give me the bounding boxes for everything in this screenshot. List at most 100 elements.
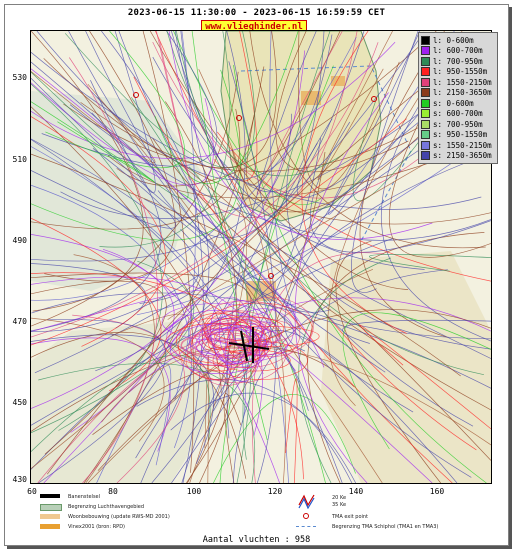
flight-track [31,106,222,394]
flight-track [247,31,421,280]
legend-label: s: 0-600m [433,98,474,108]
y-tick: 490 [12,236,27,245]
flight-track [31,50,306,409]
approach-loop [185,340,256,381]
flight-track [174,31,425,270]
flight-track [249,31,486,249]
flight-track [31,238,393,426]
altitude-legend: l: 0-600m l: 600-700m l: 700-950m l: 950-15… [418,32,498,164]
flight-track [96,363,172,483]
legend-swatch [421,56,430,66]
approach-loop [232,308,294,356]
airport-area-label: Begrenzing Luchthavengebied [68,504,145,510]
flight-track [44,31,176,282]
flight-track [156,31,190,181]
y-tick: 450 [12,398,27,407]
flight-track [249,262,289,483]
approach-loop [224,325,261,382]
legend-swatch [421,67,430,77]
legend-label: l: 950-1550m [433,67,488,77]
housing-label: Woonbebouwing (update RWS-MD 2001) [68,514,170,520]
legend-item: s: 1550-2150m [421,140,495,151]
flight-track [31,138,199,304]
y-tick: 470 [12,317,27,326]
flight-track [31,184,192,449]
flight-track [317,31,393,180]
approach-loop [180,332,263,359]
legend-label: s: 1550-2150m [433,140,492,150]
flight-track [198,69,286,483]
flight-track [31,41,396,159]
approach-loop [198,318,266,359]
flight-track-map[interactable] [30,30,492,484]
flight-track [31,217,162,392]
x-tick: 100 [186,487,202,496]
legend-label: l: 2150-3650m [433,88,492,98]
flight-track [31,290,202,333]
flight-track [31,101,155,183]
flight-track [136,135,491,316]
flight-track [310,121,491,253]
legend-label: l: 0-600m [433,35,474,45]
flight-track [285,378,298,483]
flight-track [31,31,425,332]
vinex-swatch [40,524,60,529]
flight-track [118,31,472,478]
flight-track [182,189,204,483]
x-tick: 60 [27,487,37,496]
flight-track [38,319,167,483]
flight-track [170,392,357,483]
flight-track [155,31,477,451]
flight-track [116,31,437,187]
flight-track [31,313,190,469]
y-tick: 510 [12,155,27,164]
flight-track [184,31,358,218]
legend-item: s: 950-1550m [421,130,495,141]
legend-item: l: 700-950m [421,56,495,67]
flight-track [31,148,177,229]
flight-track [31,139,228,412]
flight-track [359,324,491,430]
flight-track [80,31,277,169]
approach-loop [164,322,272,366]
flight-track [31,71,189,200]
legend-label: s: 2150-3650m [433,151,492,161]
legend-item: l: 950-1550m [421,67,495,78]
flight-track [36,31,333,181]
time-range-title: 2023-06-15 11:30:00 - 2023-06-15 16:59:5… [127,8,386,18]
legend-item: s: 0-600m [421,98,495,109]
y-tick: 430 [12,475,27,484]
flight-track [38,362,256,483]
flight-track [151,138,321,483]
flight-track [342,312,491,450]
flight-track [213,394,356,483]
legend-swatch [421,109,430,119]
flight-track [166,31,344,177]
legend-swatch [421,98,430,108]
flight-track [144,198,343,483]
flight-track [369,254,491,272]
flight-track [45,31,185,169]
flight-track [69,57,159,483]
flight-track [31,83,163,431]
tma-exit-label: TMA exit point [332,514,369,520]
flight-track [232,269,448,483]
tma-boundary-label: Begrenzing TMA Schiphol (TMA1 en TMA3) [332,524,439,530]
legend-swatch [421,119,430,129]
flight-track [328,31,455,215]
flight-track [31,113,292,262]
flight-track [275,31,409,173]
flight-track [142,31,195,473]
flight-track [31,354,211,452]
flight-track [31,260,194,434]
flight-track [351,31,419,293]
y-tick: 530 [12,73,27,82]
ke-35-label: 35 Ke [332,502,347,508]
flight-track [301,31,407,334]
legend-item: s: 2150-3650m [421,151,495,162]
map-legend: Banenstelsel Begrenzing Luchthavengebied… [30,483,490,533]
flight-track [31,153,461,377]
x-tick: 160 [429,487,445,496]
flight-track [204,355,210,483]
flight-track [31,116,167,347]
